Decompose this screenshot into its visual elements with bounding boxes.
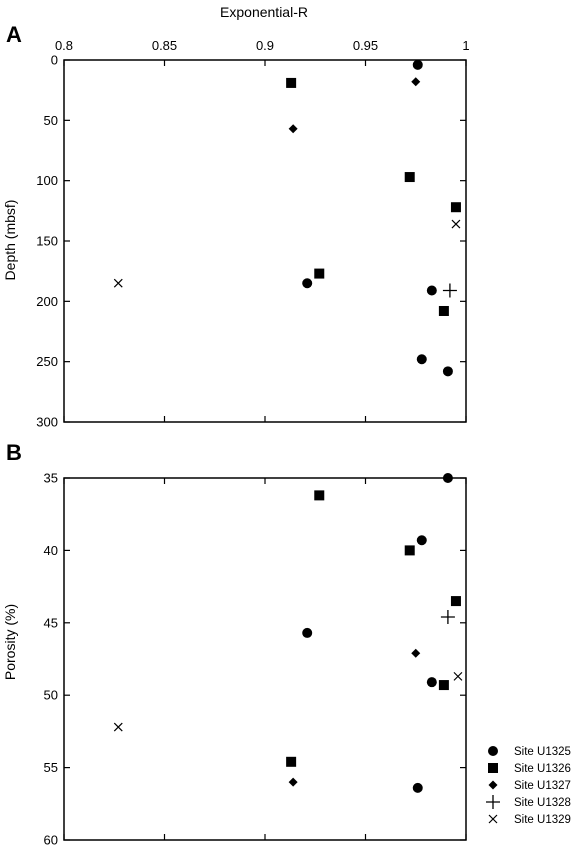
panel-b-marks <box>113 473 463 793</box>
panel-a-ticks: 0.8 0.85 0.9 0.95 1 0 50 100 150 200 250 300 <box>36 38 469 430</box>
legend-label: Site U1326 <box>514 763 571 775</box>
panel-a-x-tick-label: 0.95 <box>353 38 378 53</box>
panel-a-x-tick-label: 0.85 <box>152 38 177 53</box>
panel-a-y-tick-label: 100 <box>36 173 58 188</box>
panel-a-x-tick-label: 0.8 <box>55 38 73 53</box>
panel-a-x-tick-label: 1 <box>462 38 469 53</box>
panel-a-point-circle <box>442 366 453 377</box>
panel-b-point-square <box>286 756 297 767</box>
panel-b-point-circle <box>416 535 427 546</box>
panel-b-point-x <box>113 722 123 732</box>
legend-label: Site U1329 <box>514 814 571 826</box>
panel-a-point-square <box>450 202 461 213</box>
panel-b-point-diamond <box>411 648 421 658</box>
panel-a-point-diamond <box>411 77 421 87</box>
panel-a-x-tick-label: 0.9 <box>256 38 274 53</box>
panel-b-point-plus <box>440 610 455 625</box>
panel-a-y-tick-label: 0 <box>51 53 58 68</box>
panel-b-point-x <box>453 671 463 681</box>
legend-marker-diamond <box>488 780 498 790</box>
legend-label: Site U1328 <box>514 797 571 809</box>
panel-b-y-tick-label: 55 <box>44 760 58 775</box>
panel-a-point-plus <box>442 283 457 298</box>
legend-label: Site U1325 <box>514 746 571 758</box>
panel-a-y-tick-label: 50 <box>44 113 58 128</box>
panel-a-plot-frame <box>63 59 467 423</box>
legend-marker-plus <box>486 795 500 809</box>
panel-b-y-tick-label: 50 <box>44 688 58 703</box>
legend-marker-circle <box>488 746 498 756</box>
legend: Site U1325 Site U1326 Site U1327 Site U1328… <box>486 746 571 826</box>
panel-b-point-square <box>314 490 325 501</box>
panel-a-label: A <box>6 22 22 47</box>
panel-a-point-circle <box>302 278 313 289</box>
panel-a: A Exponential-R Depth (mbsf) 0.8 0.85 0.9 0… <box>2 4 470 430</box>
panel-b-y-tick-label: 45 <box>44 615 58 630</box>
panel-b-y-tick-label: 35 <box>44 471 58 486</box>
panel-a-point-diamond <box>288 124 298 134</box>
panel-a-y-tick-label: 250 <box>36 354 58 369</box>
panel-a-point-circle <box>412 59 423 70</box>
panel-a-y-tick-label: 150 <box>36 234 58 249</box>
legend-label: Site U1327 <box>514 780 571 792</box>
panel-a-point-x <box>451 219 461 229</box>
panel-b-point-circle <box>412 782 423 793</box>
panel-b-ticks: 35 40 45 50 55 60 <box>44 471 467 846</box>
legend-marker-x <box>488 814 498 824</box>
panel-b-plot-frame <box>63 477 467 841</box>
panel-b-point-circle <box>426 677 437 688</box>
panel-a-y-axis-title: Depth (mbsf) <box>2 200 18 281</box>
panel-a-point-square <box>314 268 325 279</box>
panel-b-point-circle <box>442 473 453 483</box>
panel-b-label: B <box>6 440 22 465</box>
panel-b-point-square <box>438 680 449 691</box>
panel-a-y-tick-label: 300 <box>36 415 58 430</box>
panel-b-y-tick-label: 60 <box>44 833 58 846</box>
panel-b-point-diamond <box>288 777 298 787</box>
legend-marker-square <box>488 763 498 773</box>
panel-a-point-square <box>404 172 415 183</box>
panel-a-point-circle <box>416 354 427 365</box>
panel-b-point-square <box>404 545 415 556</box>
panel-a-y-tick-label: 200 <box>36 294 58 309</box>
panel-a-x-axis-title: Exponential-R <box>220 4 308 20</box>
panel-a-point-square <box>286 77 297 88</box>
panel-b-y-tick-label: 40 <box>44 543 58 558</box>
panel-b-point-circle <box>302 627 313 638</box>
panel-b-point-square <box>450 596 461 607</box>
panel-a-point-square <box>438 305 449 316</box>
panel-a-point-x <box>113 278 123 288</box>
panel-b: B Porosity (%) 35 40 45 50 55 60 <box>2 440 467 846</box>
panel-a-marks <box>113 59 461 377</box>
panel-b-y-axis-title: Porosity (%) <box>2 604 18 680</box>
panel-a-point-circle <box>426 285 437 296</box>
